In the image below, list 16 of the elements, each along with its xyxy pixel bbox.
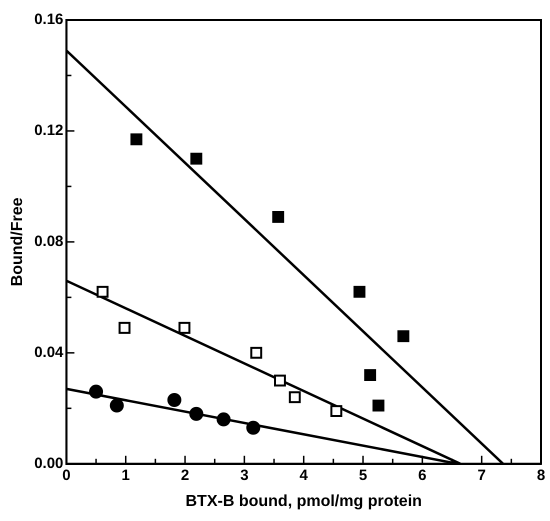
y-tick-label: 0.12 bbox=[34, 122, 64, 140]
x-tick-label: 7 bbox=[478, 466, 486, 484]
y-tick-label: 0.16 bbox=[34, 11, 64, 28]
x-tick-label: 0 bbox=[62, 466, 71, 484]
y-tick-label: 0.00 bbox=[34, 454, 64, 472]
x-tick-label: 6 bbox=[418, 466, 427, 484]
x-tick-label: 2 bbox=[180, 466, 190, 484]
x-tick-label: 5 bbox=[358, 466, 368, 484]
x-tick-label: 8 bbox=[536, 466, 546, 484]
x-tick-label: 4 bbox=[300, 466, 309, 484]
x-tick-label: 3 bbox=[240, 466, 249, 484]
y-axis-title: Bound/Free bbox=[9, 197, 26, 286]
x-axis-title: BTX-B bound, pmol/mg protein bbox=[185, 492, 422, 510]
x-tick-label: 1 bbox=[122, 466, 130, 484]
y-tick-label: 0.08 bbox=[34, 233, 64, 250]
y-tick-label: 0.04 bbox=[34, 344, 64, 361]
